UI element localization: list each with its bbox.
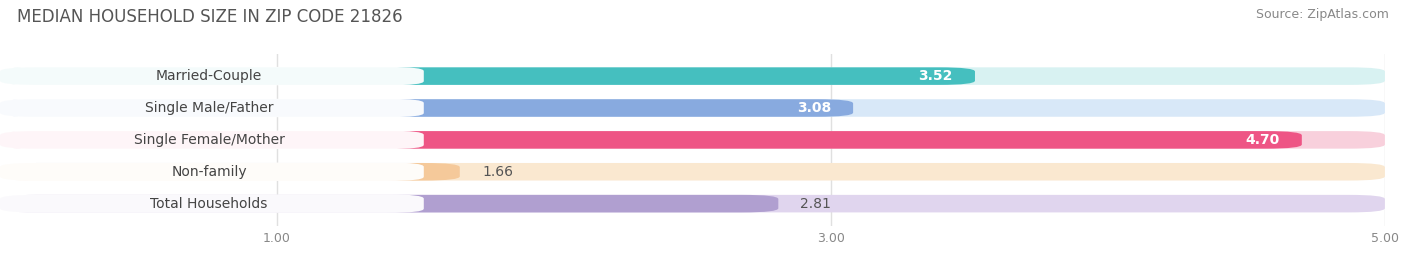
- Text: MEDIAN HOUSEHOLD SIZE IN ZIP CODE 21826: MEDIAN HOUSEHOLD SIZE IN ZIP CODE 21826: [17, 8, 402, 26]
- FancyBboxPatch shape: [0, 195, 1385, 213]
- Text: 1.66: 1.66: [482, 165, 513, 179]
- Text: Total Households: Total Households: [150, 197, 267, 211]
- FancyBboxPatch shape: [0, 131, 1385, 149]
- Text: Source: ZipAtlas.com: Source: ZipAtlas.com: [1256, 8, 1389, 21]
- FancyBboxPatch shape: [0, 131, 1302, 149]
- FancyBboxPatch shape: [0, 67, 423, 85]
- Text: 2.81: 2.81: [800, 197, 831, 211]
- FancyBboxPatch shape: [0, 131, 423, 149]
- Text: 4.70: 4.70: [1246, 133, 1279, 147]
- Text: Married-Couple: Married-Couple: [156, 69, 263, 83]
- FancyBboxPatch shape: [0, 163, 460, 180]
- FancyBboxPatch shape: [0, 163, 1385, 180]
- FancyBboxPatch shape: [0, 195, 779, 213]
- FancyBboxPatch shape: [0, 162, 423, 181]
- FancyBboxPatch shape: [0, 67, 974, 85]
- FancyBboxPatch shape: [0, 99, 423, 117]
- FancyBboxPatch shape: [0, 194, 423, 213]
- FancyBboxPatch shape: [0, 67, 1385, 85]
- Text: Single Male/Father: Single Male/Father: [145, 101, 273, 115]
- Text: Single Female/Mother: Single Female/Mother: [134, 133, 284, 147]
- FancyBboxPatch shape: [0, 99, 1385, 117]
- Text: 3.52: 3.52: [918, 69, 953, 83]
- Text: 3.08: 3.08: [797, 101, 831, 115]
- FancyBboxPatch shape: [0, 99, 853, 117]
- Text: Non-family: Non-family: [172, 165, 247, 179]
